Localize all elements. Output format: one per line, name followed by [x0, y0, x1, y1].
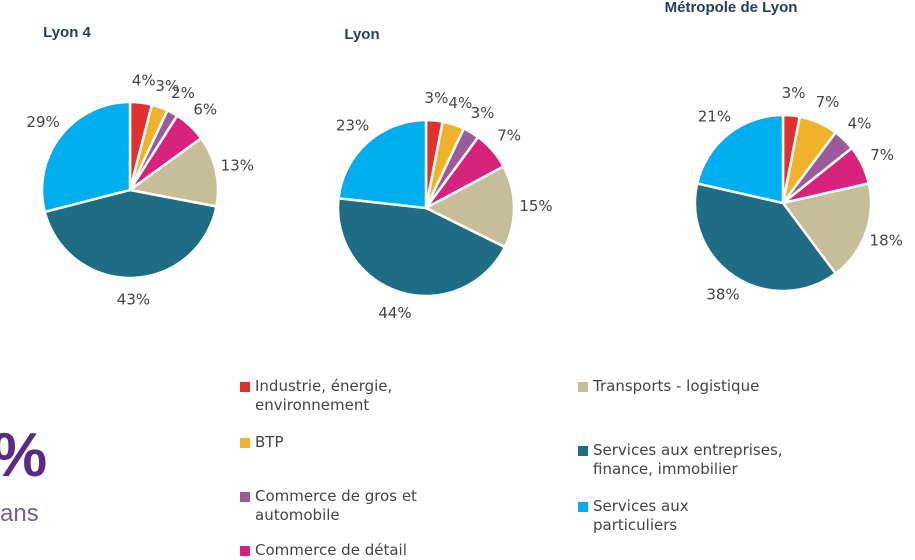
slice-label: 44%	[378, 304, 411, 322]
legend-swatch	[240, 438, 250, 448]
pie-slice	[40, 100, 132, 214]
legend-label: Transports - logistique	[593, 377, 760, 395]
pie-slice	[336, 196, 507, 298]
legend-item: Commerce de détail	[240, 541, 470, 560]
legend-label: Services aux entreprises, finance, immob…	[593, 441, 783, 478]
legend-swatch	[578, 382, 588, 392]
cropped-percent: %	[0, 420, 47, 491]
slice-label: 3%	[782, 84, 806, 102]
legend-label: Commerce de détail	[255, 541, 407, 559]
legend-swatch	[578, 446, 588, 456]
slice-label: 15%	[519, 197, 552, 215]
slice-label: 7%	[870, 146, 894, 164]
legend-item: Services aux entreprises, finance, immob…	[578, 441, 808, 479]
slice-label: 21%	[698, 107, 731, 125]
pie-slice	[337, 118, 428, 210]
legend-swatch	[240, 492, 250, 502]
slice-label: 38%	[706, 286, 739, 304]
cropped-text: ans	[0, 500, 39, 527]
legend-swatch	[240, 382, 250, 392]
chart-title: Métropole de Lyon	[665, 0, 798, 16]
chart-title: Lyon 4	[43, 24, 91, 41]
slice-label: 3%	[425, 89, 449, 107]
pie-slice	[126, 136, 220, 208]
legend-swatch	[578, 502, 588, 512]
slice-label: 2%	[171, 84, 195, 102]
legend-label: Services aux particuliers	[593, 497, 689, 534]
pie-slice	[693, 181, 838, 293]
pie-slice	[423, 164, 516, 249]
slice-label: 7%	[816, 93, 840, 111]
pie-slice	[695, 113, 785, 205]
pie-slice	[780, 181, 873, 276]
slice-label: 4%	[132, 71, 156, 89]
legend-item: Commerce de gros et automobile	[240, 487, 470, 525]
legend-item: Services aux particuliers	[578, 497, 808, 535]
legend-item: Industrie, énergie, environnement	[240, 377, 470, 415]
chart-title: Lyon	[344, 26, 379, 43]
slice-label: 3%	[471, 104, 495, 122]
legend-label: Commerce de gros et automobile	[255, 487, 417, 524]
slice-label: 18%	[870, 231, 903, 249]
slice-label: 4%	[448, 94, 472, 112]
slice-label: 23%	[336, 117, 369, 135]
pie-slice	[43, 188, 218, 280]
legend-label: BTP	[255, 433, 284, 451]
slice-label: 6%	[193, 100, 217, 118]
legend-item: Transports - logistique	[578, 377, 808, 396]
slice-label: 3%	[155, 77, 179, 95]
slice-label: 43%	[117, 290, 150, 308]
slice-label: 7%	[497, 126, 521, 144]
legend-item: BTP	[240, 433, 470, 452]
slice-label: 13%	[221, 157, 254, 175]
slice-label: 4%	[848, 114, 872, 132]
legend-label: Industrie, énergie, environnement	[255, 377, 393, 414]
legend-swatch	[240, 546, 250, 556]
slice-label: 29%	[26, 113, 59, 131]
